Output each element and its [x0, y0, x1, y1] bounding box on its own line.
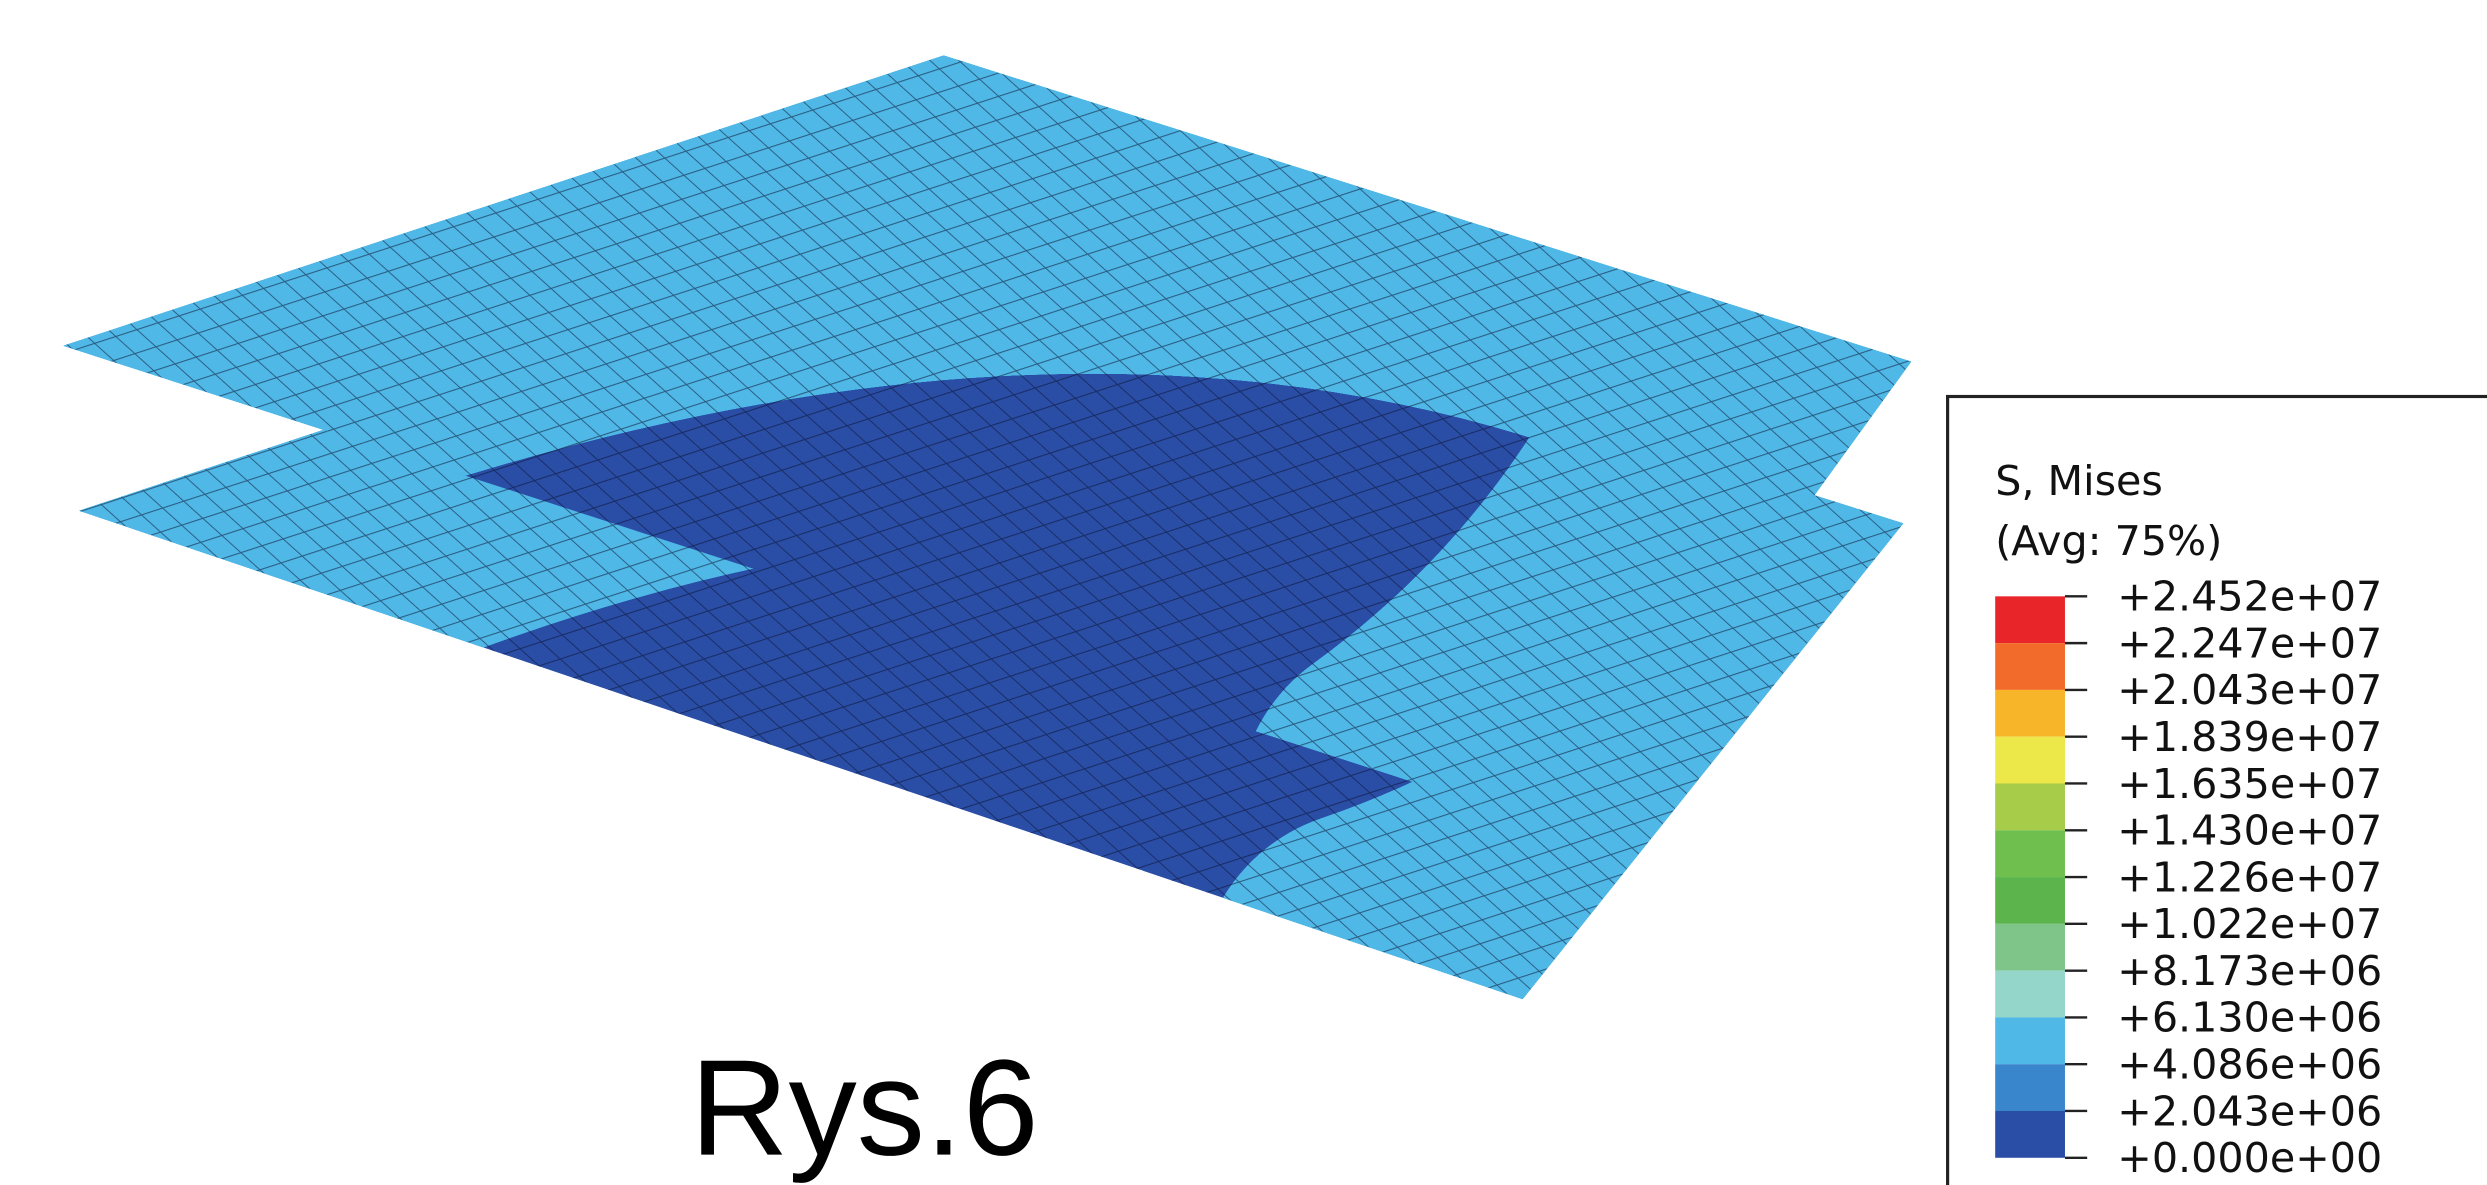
legend-swatch	[1995, 690, 2065, 737]
legend-swatch	[1995, 643, 2065, 690]
legend-label: +4.086e+06	[2117, 1040, 2382, 1088]
legend-swatch	[1995, 1017, 2065, 1064]
legend-label: +1.430e+07	[2117, 807, 2382, 855]
legend-label: +8.173e+06	[2117, 947, 2382, 995]
legend-swatch	[1995, 924, 2065, 971]
legend-swatch	[1995, 596, 2065, 643]
legend-label: +6.130e+06	[2117, 994, 2382, 1042]
legend-label: +1.635e+07	[2117, 760, 2382, 808]
legend-label: +1.839e+07	[2117, 713, 2382, 761]
legend: +2.452e+07+2.247e+07+2.043e+07+1.839e+07…	[1995, 573, 2382, 1182]
legend-swatch	[1995, 783, 2065, 830]
legend-label: +2.043e+06	[2117, 1087, 2382, 1135]
legend-label: +2.247e+07	[2117, 619, 2382, 667]
legend-label: +2.452e+07	[2117, 573, 2382, 621]
legend-subtitle: (Avg: 75%)	[1995, 517, 2222, 565]
legend-label: +2.043e+07	[2117, 666, 2382, 714]
legend-swatch	[1995, 877, 2065, 924]
legend-swatch	[1995, 737, 2065, 784]
legend-label: +1.226e+07	[2117, 853, 2382, 901]
legend-label: +1.022e+07	[2117, 900, 2382, 948]
figure: S, Mises (Avg: 75%) +2.452e+07+2.247e+07…	[0, 0, 2487, 1185]
legend-swatch	[1995, 1111, 2065, 1158]
legend-swatch	[1995, 971, 2065, 1018]
legend-swatch	[1995, 830, 2065, 877]
legend-label: +0.000e+00	[2117, 1134, 2382, 1182]
legend-title: S, Mises	[1995, 457, 2163, 505]
caption: Rys.6	[690, 1032, 1039, 1184]
scene: S, Mises (Avg: 75%) +2.452e+07+2.247e+07…	[0, 0, 2487, 1185]
legend-swatch	[1995, 1064, 2065, 1111]
